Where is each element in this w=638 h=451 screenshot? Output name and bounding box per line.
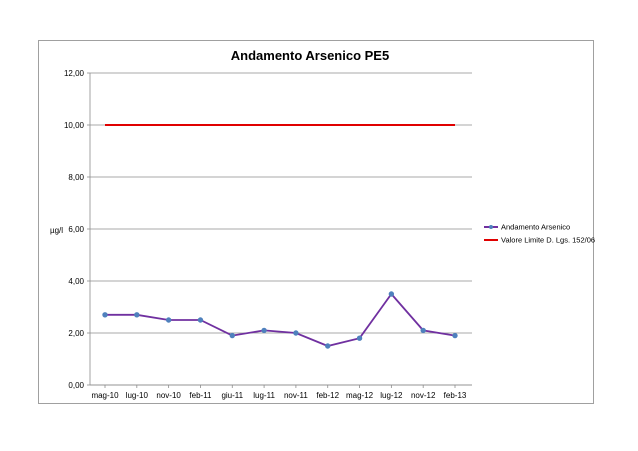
x-tick-label: feb-11 [189,391,212,400]
x-tick-label: nov-10 [156,391,181,400]
y-tick-label: 10,00 [64,121,85,130]
data-point [102,312,108,318]
x-tick-label: feb-13 [444,391,467,400]
y-tick-labels: 0,00 2,00 4,00 6,00 8,00 10,00 12,00 [64,69,85,390]
legend-label: Andamento Arsenico [501,223,570,232]
y-tick-label: 12,00 [64,69,85,78]
gridlines [87,72,472,388]
x-tick-label: lug-11 [253,391,275,400]
x-tick-label: mag-12 [346,391,374,400]
data-point [452,332,458,339]
y-axis-label: µg/l [50,226,63,235]
data-point [293,330,299,336]
x-tick-label: nov-12 [411,391,436,400]
data-point [261,327,267,334]
x-tick-labels: mag-10 lug-10 nov-10 feb-11 giu-11 lug-11 nov-… [91,391,466,400]
data-point [388,291,395,297]
data-point [197,317,204,323]
legend-marker [489,225,493,229]
y-tick-label: 2,00 [68,329,84,338]
data-point [134,312,140,318]
arsenic-series-line [105,292,456,347]
y-tick-label: 4,00 [68,277,84,286]
y-tick-label: 8,00 [68,173,84,182]
chart-frame [38,40,594,404]
data-point [420,327,426,334]
y-tick-label: 6,00 [68,225,84,234]
legend: Andamento Arsenico Valore Limite D. Lgs. … [484,223,595,245]
x-tick-label: mag-10 [91,391,119,400]
series-lines [102,124,458,349]
chart-title: Andamento Arsenico PE5 [231,48,389,63]
x-tick-label: giu-11 [221,391,243,400]
data-point [165,317,172,323]
legend-label: Valore Limite D. Lgs. 152/06 [501,236,595,245]
x-tick-label: feb-12 [316,391,339,400]
x-tick-label: lug-10 [126,391,149,400]
data-point [356,335,363,341]
y-tick-label: 0,00 [68,381,84,390]
data-point [325,343,331,349]
x-tick-label: lug-12 [380,391,403,400]
x-tick-label: nov-11 [284,391,308,400]
data-point [229,332,235,339]
